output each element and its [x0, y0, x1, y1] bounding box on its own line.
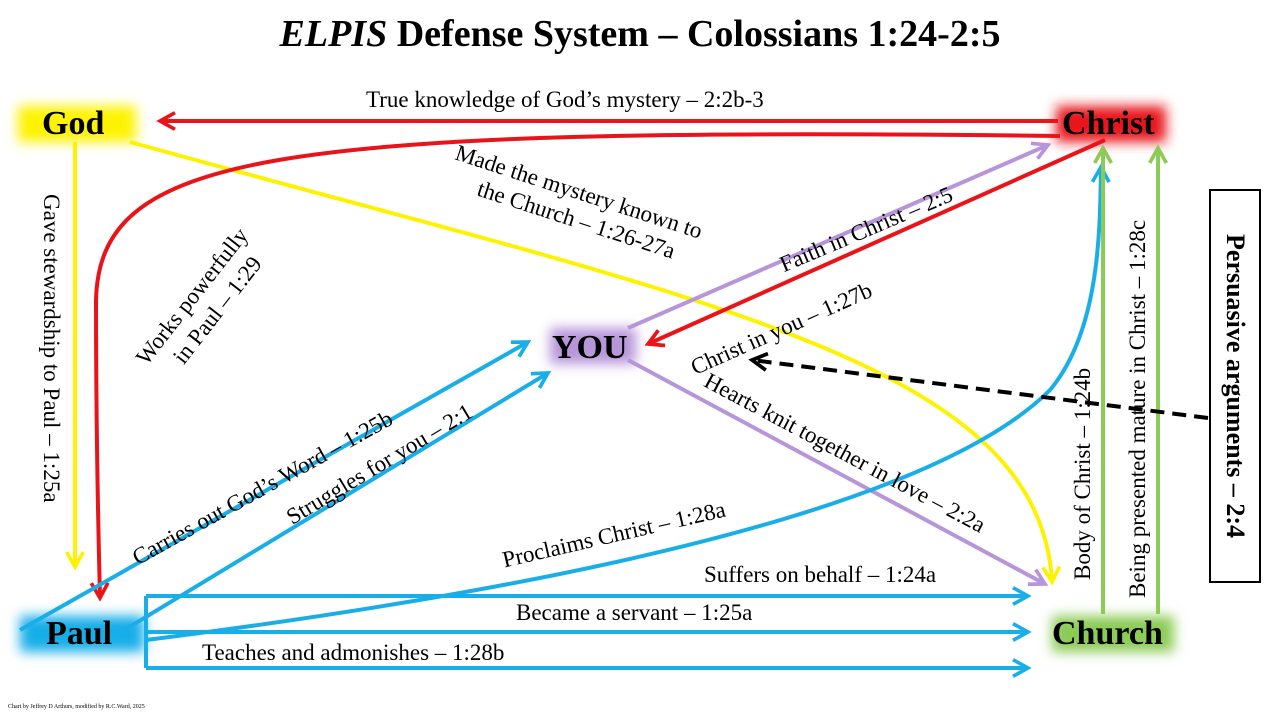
arrow-paul-carries-to-you — [19, 342, 528, 632]
label-presented-mature: Being presented mature in Christ – 1:28c — [1125, 219, 1150, 598]
arrow-god-to-church — [129, 140, 1052, 582]
label-body-of-christ: Body of Christ – 1:24b — [1070, 367, 1095, 580]
arrow-christ-to-paul — [96, 132, 1061, 598]
arrow-christ-to-you — [648, 138, 1106, 344]
node-glows — [18, 106, 1174, 652]
arrow-you-to-christ — [627, 145, 1048, 330]
label-servant: Became a servant – 1:25a — [516, 600, 753, 625]
arrow-paul-proclaims-christ — [145, 167, 1101, 642]
node-paul: Paul — [46, 615, 113, 652]
label-suffers: Suffers on behalf – 1:24a — [704, 562, 937, 587]
node-church: Church — [1052, 615, 1163, 652]
node-you: YOU — [552, 329, 628, 366]
persuasive-arguments-box: Persuasive arguments – 2:4 — [1209, 189, 1261, 583]
arrow-you-to-church — [627, 358, 1045, 584]
label-true-knowledge: True knowledge of God’s mystery – 2:2b-3 — [366, 87, 764, 112]
node-christ: Christ — [1062, 105, 1155, 142]
label-stewardship: Gave stewardship to Paul – 1:25a — [39, 194, 64, 503]
label-teaches: Teaches and admonishes – 1:28b — [202, 640, 505, 665]
title-rest: Defense System – Colossians 1:24-2:5 — [387, 13, 1001, 55]
page-title: ELPIS Defense System – Colossians 1:24-2… — [0, 12, 1280, 56]
node-god: God — [42, 105, 105, 142]
title-italic: ELPIS — [279, 13, 388, 55]
credit-line: Chart by Jeffrey D Arthurs, modified by … — [8, 704, 145, 710]
arrow-persuasive-arguments — [752, 360, 1209, 420]
persuasive-arguments-label: Persuasive arguments – 2:4 — [1221, 233, 1250, 539]
